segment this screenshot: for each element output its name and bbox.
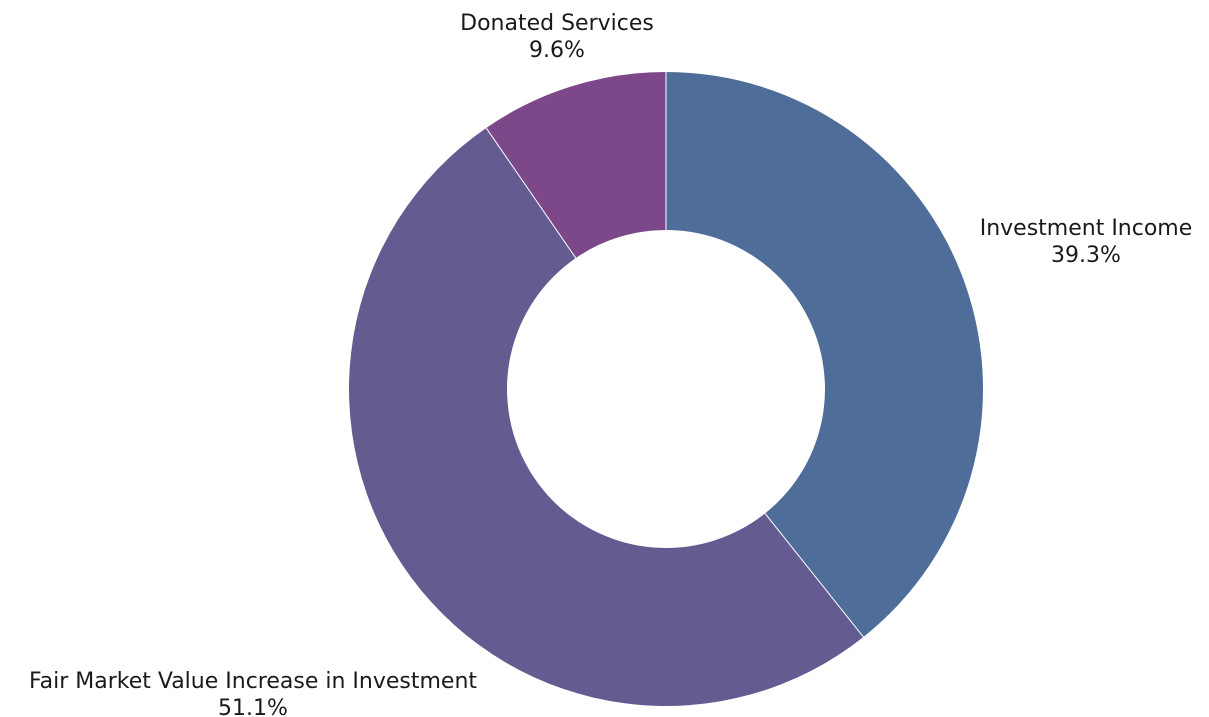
label-investment-income: Investment Income [980,216,1193,241]
slice-investment-income [666,72,984,638]
slice-separator [764,513,864,638]
slice-donated-services [486,72,666,259]
label-donated-services: Donated Services [460,11,654,36]
value-label-fair-market-value-increase-in-investment: 51.1% [218,696,288,717]
value-label-donated-services: 9.6% [529,38,585,63]
slice-separator [485,127,577,259]
value-label-investment-income: 39.3% [1051,243,1121,268]
slice-fair-market-value-increase-in-investment [349,127,864,706]
label-fair-market-value-increase-in-investment: Fair Market Value Increase in Investment [29,669,477,694]
